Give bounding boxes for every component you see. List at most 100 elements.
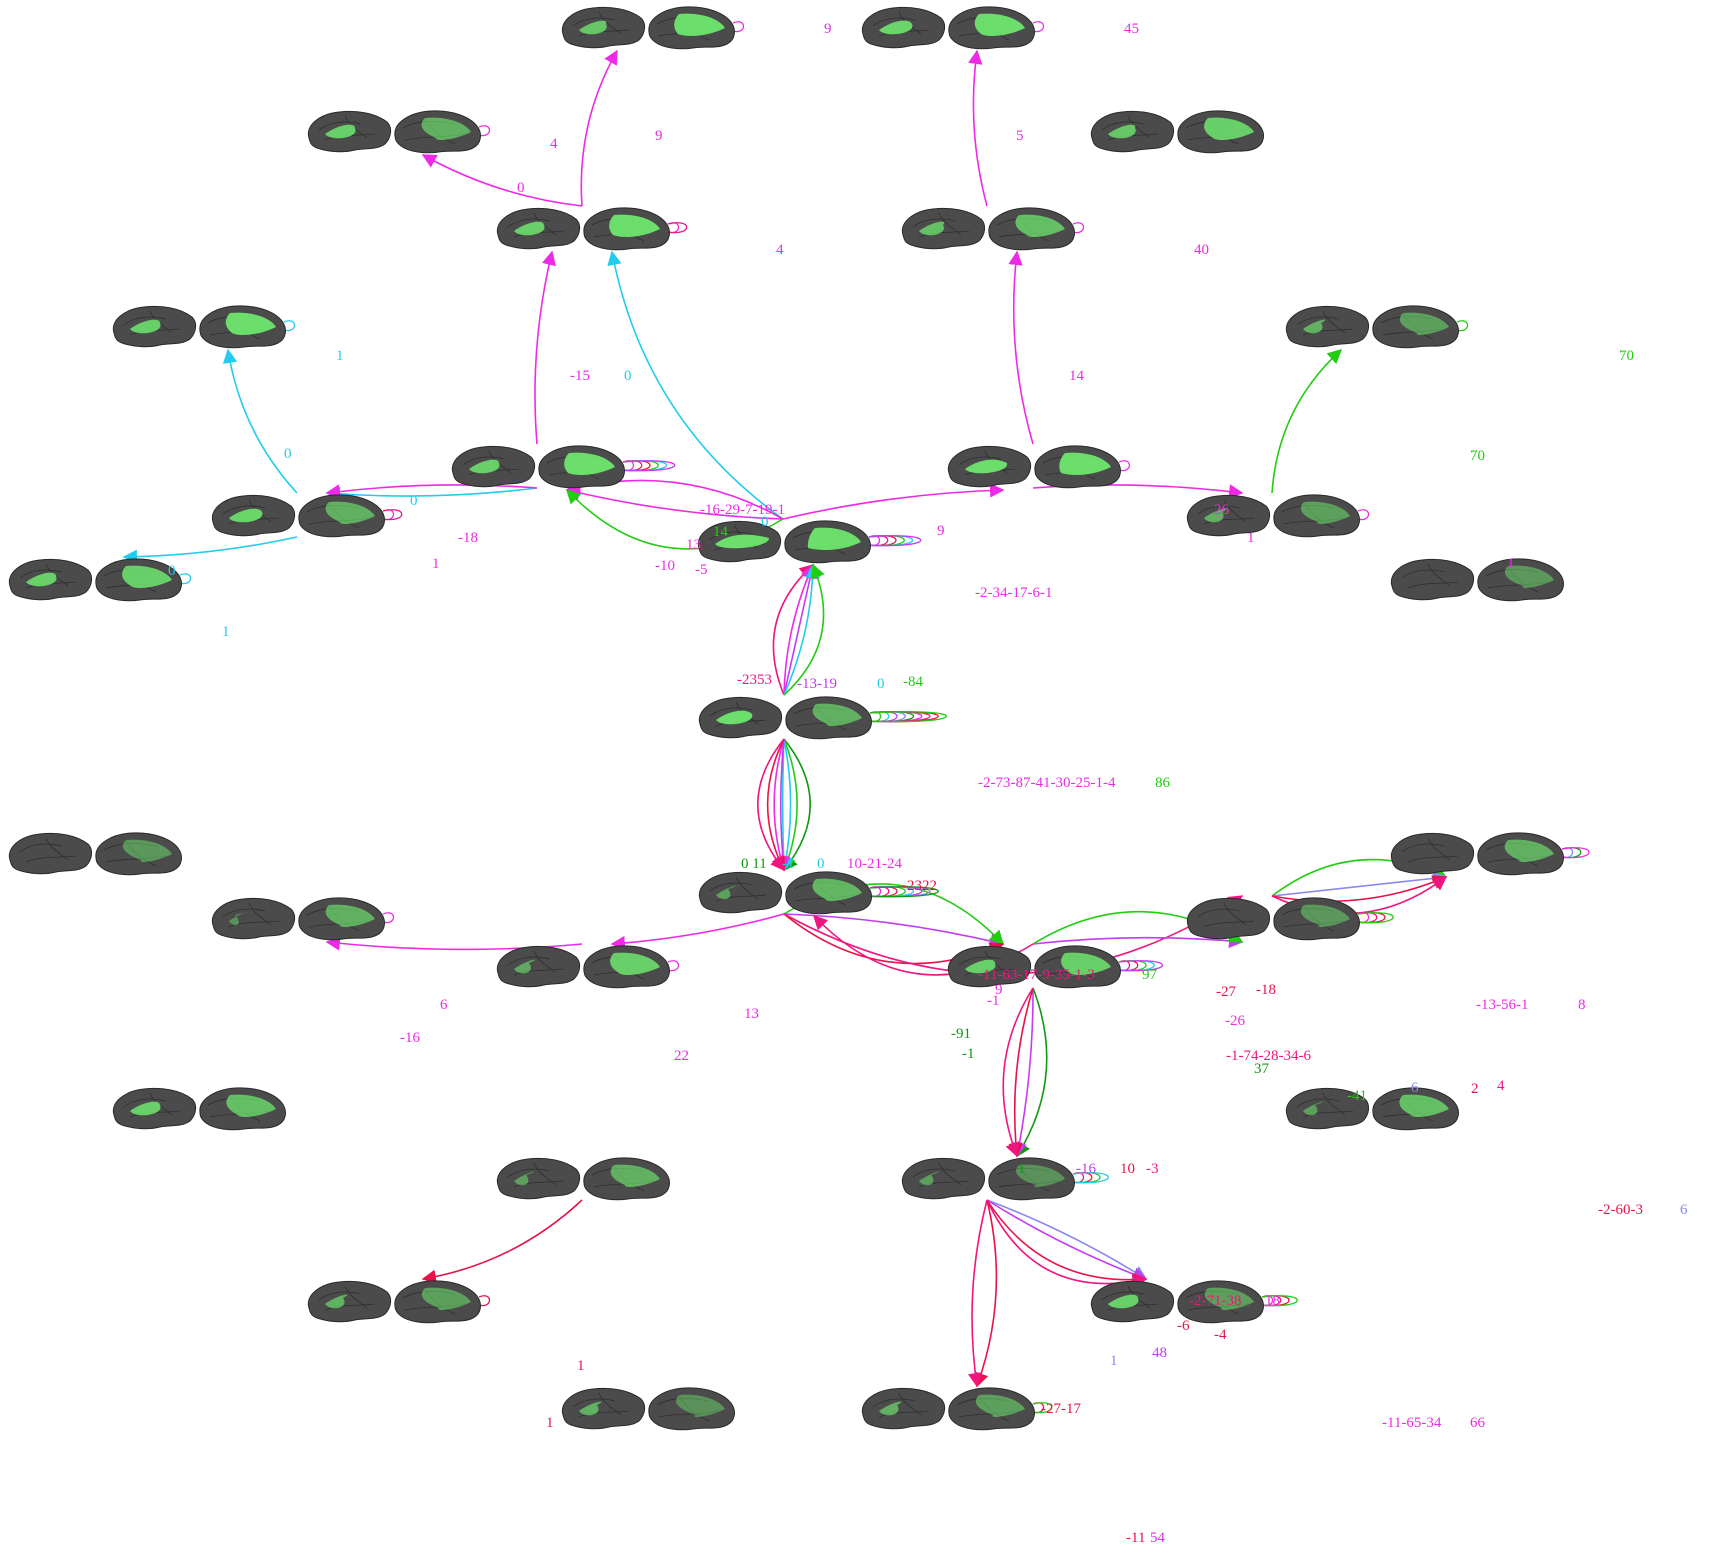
self-loop-label: 9 [824,21,832,37]
self-loop-label: -2-60-3 [1598,1202,1643,1218]
activation-region-right [564,452,615,475]
sulcus-line [958,456,1002,466]
sulcus-line [658,1410,720,1418]
sulcus-line [533,950,557,974]
sulcus-line [1203,517,1255,525]
self-loop-label: -11-65-34 [1382,1415,1442,1431]
activation-region-right [609,214,660,237]
sulcus-line [462,456,506,466]
brain-pair-node [307,1280,481,1324]
self-loop [1456,320,1469,332]
sulcus-line [1127,115,1151,139]
directed-edge [986,1199,1148,1289]
directed-edge [757,738,785,872]
self-loop [868,535,922,547]
brain-pair-node [1390,832,1564,876]
edge-weight-label: 10 [1120,1161,1135,1177]
edge-weight-label: 9 [937,523,945,539]
self-loop [1357,509,1370,521]
sulcus-line [324,1303,376,1311]
edge-weight-label: -3 [1146,1161,1159,1177]
self-loop-label: 1 [546,1415,554,1431]
directed-edge [1032,933,1244,949]
activation-region-left [1303,319,1326,334]
sulcus-line [123,316,167,326]
brain-pair-node [901,1157,1075,1201]
brain-pair-node [1090,1280,1264,1324]
sulcus-line [507,1168,551,1178]
sulcus-line [1197,908,1241,918]
brain-pair-node [698,871,872,915]
left-hemisphere [861,1387,946,1430]
edge-weight-label: -16 [400,1030,420,1046]
left-hemisphere [211,897,296,940]
left-hemisphere [1390,832,1475,875]
edge-weight-label: -41 [1347,1088,1367,1104]
self-loop [478,125,491,137]
directed-edge [783,913,1005,948]
edge-weight-label: 0 [817,856,825,872]
right-hemisphere [988,1157,1075,1201]
activation-region-left [325,124,356,139]
self-loop-label: 66 [1470,1415,1486,1431]
edge-weight-label: 1 [1110,1353,1118,1369]
edge-weight-label: 70 [1470,448,1485,464]
activation-region-right [226,1094,276,1117]
brain-pair-node [1285,1087,1459,1131]
activation-region-left [879,20,913,35]
sulcus-line [872,17,916,27]
sulcus-line [1401,569,1445,579]
sulcus-line [513,1180,565,1188]
sulcus-line [1223,499,1247,523]
directed-edge [968,1199,988,1388]
directed-edge [1271,875,1448,903]
directed-edge [782,738,798,872]
sulcus-line [19,569,63,579]
edge-weight-label: 0 11 [741,856,767,872]
activation-region-left [579,20,607,35]
edge-weight-label: -27 [1216,984,1236,1000]
self-loop [179,573,192,585]
right-hemisphere [648,1387,735,1431]
self-loop-label: 97 [1142,967,1158,983]
activation-region-right [1204,1287,1254,1310]
self-loop [478,1295,491,1307]
activation-region-left [715,534,770,549]
sulcus-line [1407,855,1459,863]
left-hemisphere [496,1157,581,1200]
edge-weight-label: -2322 [902,878,937,894]
sulcus-line [1296,1098,1340,1108]
directed-edge [986,1199,1148,1280]
self-loop-label: 4 [776,242,784,258]
directed-edge [986,1199,1148,1282]
sulcus-line [1401,843,1445,853]
self-loop-label: 26 [1214,502,1230,518]
left-hemisphere [1186,897,1271,940]
sulcus-line [878,1410,930,1418]
self-loop [732,21,745,33]
directed-edge [325,484,538,499]
activation-region-left [325,1294,348,1309]
activation-region-left [514,1171,535,1186]
brain-pair-node [698,696,872,740]
sulcus-line [222,505,266,515]
sulcus-line [344,1285,368,1309]
self-loop-label: 22 [674,1048,689,1064]
edge-weight-label: 0 [410,493,418,509]
edge-weight-label: 48 [1152,1345,1167,1361]
self-loop [667,960,680,972]
self-loop [1118,960,1164,972]
edge-weight-label: 9 [995,982,1003,998]
sulcus-line [938,212,962,236]
self-loop-label: 70 [1619,348,1634,364]
sulcus-line [1101,1291,1145,1301]
sulcus-line [572,1398,616,1408]
activation-region-left [469,459,500,474]
self-loop [1032,1402,1053,1414]
activation-region-right [1015,214,1065,237]
activation-region-left [1303,1101,1324,1116]
sulcus-line [1101,121,1145,131]
brain-pair-node [561,6,735,50]
